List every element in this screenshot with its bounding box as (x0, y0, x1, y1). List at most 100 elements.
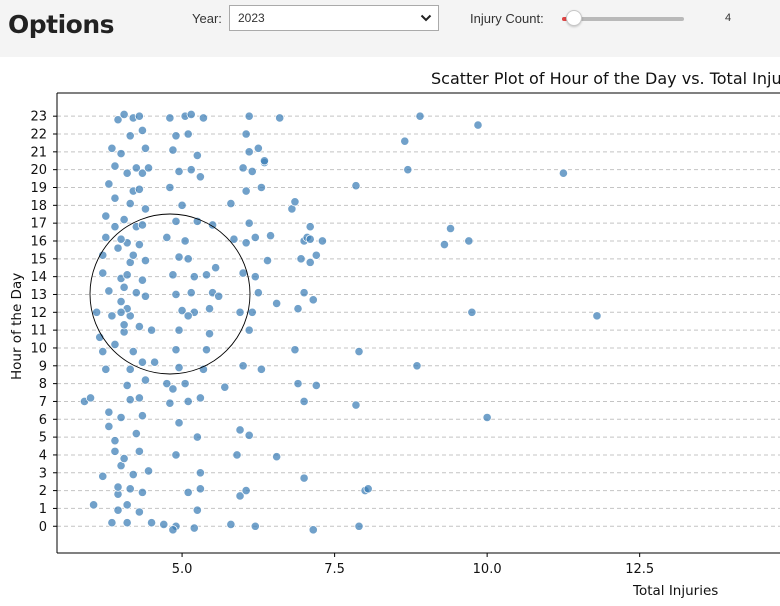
scatter-point (211, 263, 221, 273)
scatter-point (195, 468, 205, 478)
scatter-point (110, 161, 120, 171)
highlight-circle-annotation (89, 213, 251, 375)
scatter-point (195, 484, 205, 494)
scatter-point (189, 523, 199, 533)
year-label: Year: (192, 11, 222, 26)
scatter-point (137, 220, 148, 230)
y-tick-label: 16 (30, 234, 47, 249)
scatter-point (104, 407, 114, 417)
scatter-point (122, 270, 132, 280)
scatter-point (140, 291, 151, 301)
scatter-point (134, 111, 144, 121)
scatter-point (110, 436, 120, 446)
year-select[interactable]: 2023 (229, 5, 439, 31)
scatter-point (174, 418, 184, 428)
injury-count-value: 4 (725, 12, 732, 24)
scatter-point (558, 168, 569, 178)
injury-count-slider-track[interactable] (562, 17, 684, 21)
scatter-point (299, 288, 309, 298)
scatter-point (128, 469, 138, 480)
scatter-point (174, 362, 184, 373)
scatter-point (119, 214, 129, 225)
options-panel: Options Year: 2023 Injury Count: 4 (0, 0, 780, 57)
scatter-point (168, 525, 178, 535)
y-tick-label: 20 (30, 163, 47, 178)
scatter-point (171, 345, 181, 355)
scatter-point (351, 181, 361, 191)
scatter-point (244, 325, 254, 335)
scatter-point (305, 222, 315, 232)
scatter-point (140, 204, 151, 214)
y-tick-label: 2 (39, 484, 47, 499)
scatter-point (180, 236, 190, 246)
scatter-point (107, 311, 117, 321)
scatter-point (473, 120, 483, 130)
scatter-point (143, 163, 154, 173)
scatter-point (128, 346, 138, 357)
scatter-point (296, 254, 306, 264)
scatter-point (101, 364, 111, 374)
scatter-point (253, 288, 263, 298)
scatter-point (134, 321, 144, 332)
chart-title: Scatter Plot of Hour of the Day vs. Tota… (431, 69, 780, 88)
scatter-point (122, 518, 132, 528)
scatter-chart: Scatter Plot of Hour of the Day vs. Tota… (9, 69, 780, 599)
scatter-point (171, 450, 181, 460)
scatter-point (180, 379, 190, 389)
scatter-point (134, 446, 144, 456)
scatter-point (189, 272, 199, 282)
scatter-point (174, 325, 184, 335)
scatter-point (290, 345, 300, 355)
injury-count-slider-thumb[interactable] (566, 10, 583, 26)
scatter-point (311, 250, 321, 260)
scatter-point (247, 307, 257, 317)
y-tick-label: 11 (30, 324, 47, 339)
scatter-point (439, 239, 450, 250)
scatter-point (116, 149, 126, 159)
scatter-point (122, 500, 132, 510)
scatter-point (293, 379, 303, 389)
scatter-point (101, 211, 111, 221)
scatter-point (140, 143, 151, 153)
scatter-point (134, 393, 144, 403)
scatter-point (128, 250, 138, 260)
y-tick-label: 1 (39, 502, 47, 517)
scatter-point (104, 286, 114, 296)
y-tick-label: 10 (30, 341, 47, 356)
scatter-point (134, 239, 144, 250)
scatter-point (98, 268, 108, 278)
scatter-point (137, 168, 148, 178)
scatter-point (467, 307, 477, 317)
scatter-point (412, 361, 422, 371)
scatter-point (113, 115, 123, 125)
scatter-point (226, 519, 236, 530)
y-tick-label: 7 (39, 395, 47, 410)
scatter-point (403, 165, 413, 175)
chevron-down-icon (420, 14, 432, 22)
y-tick-label: 14 (30, 270, 47, 285)
scatter-point (244, 111, 254, 121)
y-tick-label: 15 (30, 252, 47, 267)
scatter-point (131, 163, 141, 173)
scatter-point (229, 234, 239, 244)
scatter-point (247, 166, 257, 177)
scatter-point (137, 357, 148, 367)
scatter-point (116, 234, 126, 244)
scatter-point (104, 179, 114, 189)
scatter-point (259, 156, 270, 166)
scatter-point (137, 275, 148, 285)
scatter-point (201, 270, 212, 280)
scatter-point (415, 111, 425, 121)
scatter-point (101, 232, 111, 243)
y-tick-label: 8 (39, 377, 47, 392)
scatter-point (110, 193, 120, 203)
scatter-point (89, 500, 99, 510)
scatter-point (272, 452, 282, 462)
year-select-value: 2023 (238, 11, 265, 25)
scatter-point (125, 131, 135, 141)
x-tick-label: 10.0 (473, 562, 502, 577)
y-tick-label: 13 (30, 288, 47, 303)
scatter-point (265, 231, 276, 241)
scatter-point (198, 113, 209, 123)
scatter-point (119, 109, 129, 119)
